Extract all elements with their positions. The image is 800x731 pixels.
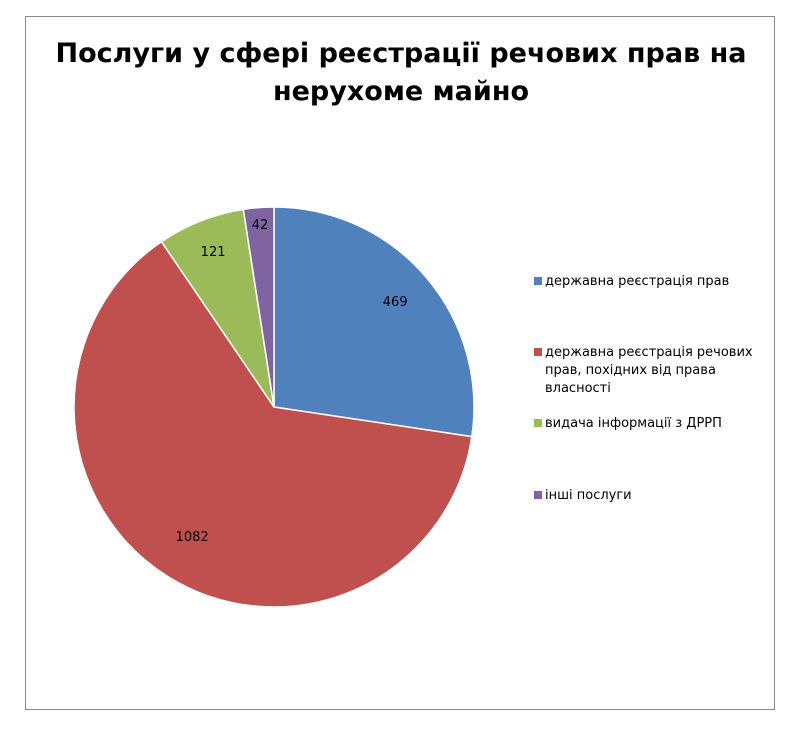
legend-item-drrp-info: видача інформації з ДРРП	[534, 415, 769, 433]
pie-data-label: 1082	[176, 530, 209, 545]
legend-label: інші послуги	[545, 488, 632, 503]
pie-data-label: 121	[201, 245, 226, 260]
pie-chart: 469 1082 121 42	[73, 206, 475, 608]
legend-item-other-services: інші послуги	[534, 487, 769, 505]
legend-swatch	[534, 491, 542, 499]
pie-slice	[73, 240, 473, 608]
legend-label: державна реєстрація прав	[545, 274, 730, 289]
pie-data-label: 469	[383, 295, 408, 310]
pie-slice	[273, 206, 475, 438]
chart-frame: Послуги у сфері реєстрації речових прав …	[25, 16, 775, 710]
pie-data-label: 42	[252, 218, 269, 233]
legend-swatch	[534, 277, 542, 285]
legend-label: видача інформації з ДРРП	[545, 416, 722, 431]
legend-swatch	[534, 419, 542, 427]
legend-item-derived-rights: державна реєстрація речових прав, похідн…	[534, 344, 769, 398]
legend-item-state-registration: державна реєстрація прав	[534, 273, 769, 291]
chart-title-line-1: Послуги у сфері реєстрації речових прав …	[55, 38, 747, 69]
pie-slice	[242, 206, 275, 408]
legend: державна реєстрація прав державна реєстр…	[534, 17, 774, 707]
legend-label: державна реєстрація речових прав, похідн…	[545, 345, 753, 396]
chart-title: Послуги у сфері реєстрації речових прав …	[26, 35, 776, 111]
chart-title-line-2: нерухоме майно	[272, 76, 530, 107]
legend-swatch	[534, 348, 542, 356]
